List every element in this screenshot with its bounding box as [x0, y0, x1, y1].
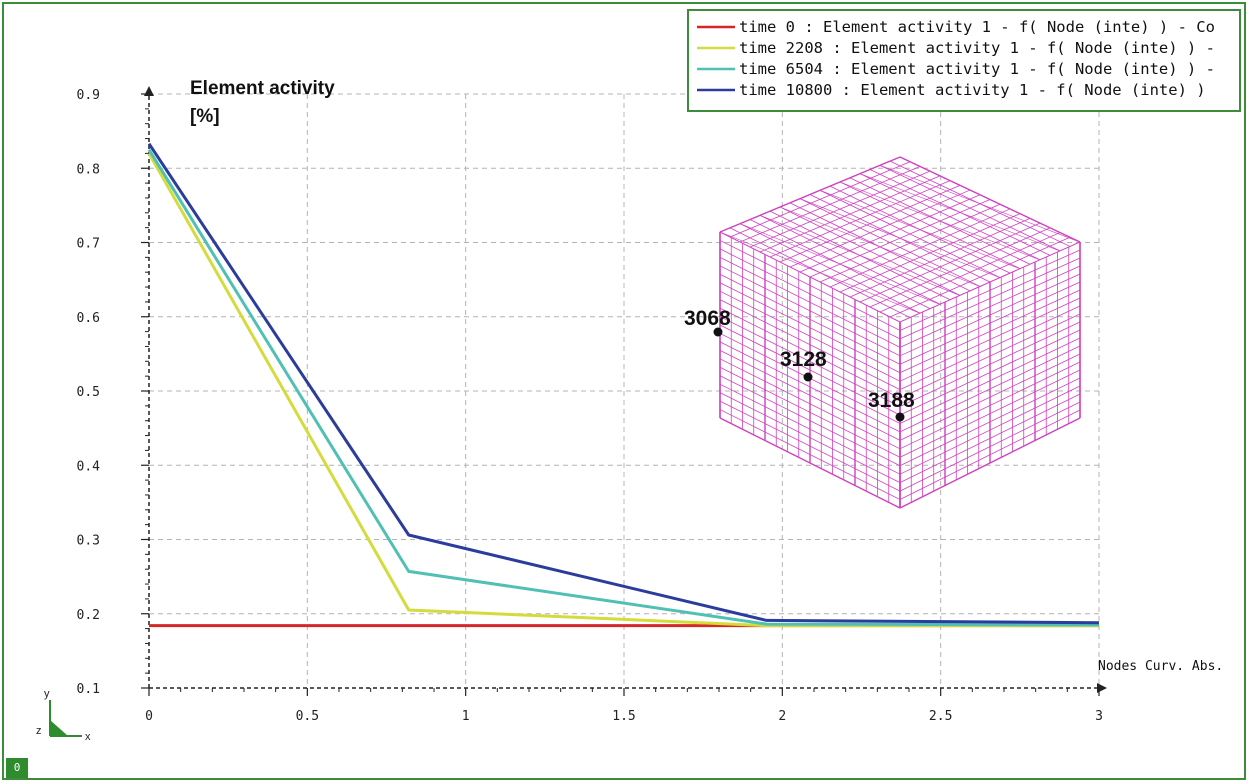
mesh-line	[779, 206, 980, 287]
y-tick-label-7: 0.8	[77, 162, 100, 177]
mesh-line	[879, 232, 1061, 313]
node-label-3128: 3128	[780, 348, 827, 371]
x-tick-label-1: 0.5	[296, 709, 319, 724]
y-axis-label-line-1: Element activity	[190, 78, 335, 99]
node-marker-3068	[713, 327, 723, 337]
y-tick-label-4: 0.5	[77, 385, 100, 400]
mesh-line	[859, 173, 1060, 252]
mesh-line	[869, 227, 1051, 308]
x-tick-label-3: 1.5	[612, 709, 635, 724]
y-tick-label-0: 0.1	[77, 682, 100, 697]
mesh-cube-inset: 3068 3128 3188	[684, 156, 1081, 509]
y-tick-label-1: 0.2	[77, 608, 100, 623]
axis-triad-icon: y z x	[36, 688, 91, 743]
mesh-line	[759, 215, 960, 296]
x-tick-label-0: 0	[145, 709, 153, 724]
tick-labels: 0 0.5 1 1.5 2 2.5 3 0.1 0.2 0.3 0.4 0.5 0.6 0.7 0.8 0.9	[77, 88, 1103, 724]
x-axis-label: Nodes Curv. Abs.	[1098, 659, 1223, 674]
mesh-line	[819, 190, 1020, 270]
mesh-line	[879, 165, 1080, 243]
mesh-line	[799, 198, 1000, 278]
y-tick-label-6: 0.7	[77, 237, 100, 252]
series-line-3	[147, 142, 1100, 625]
x-tick-label-5: 2.5	[929, 709, 952, 724]
mesh-wireframe	[719, 156, 1081, 509]
node-label-3068: 3068	[684, 307, 731, 330]
mesh-line	[899, 417, 1081, 509]
mesh-line	[719, 231, 920, 314]
node-marker-3188	[895, 412, 905, 422]
mesh-line	[719, 417, 901, 509]
grid	[149, 93, 1100, 688]
mesh-line	[839, 181, 1040, 261]
y-tick-label-2: 0.3	[77, 534, 100, 549]
series-lines	[147, 142, 1100, 628]
legend-box	[687, 9, 1241, 112]
legend: time 0 : Element activity 1 - f( Node (i…	[687, 9, 1241, 112]
mesh-line	[889, 236, 1071, 318]
series-line-2	[147, 148, 1100, 627]
legend-label-0: time 0 : Element activity 1 - f( Node (i…	[739, 18, 1215, 36]
triad-y-label: y	[44, 688, 50, 700]
mesh-line	[899, 156, 1081, 243]
x-tick-label-2: 1	[462, 709, 470, 724]
mesh-line	[719, 156, 901, 233]
x-tick-label-6: 3	[1095, 709, 1103, 724]
y-tick-label-8: 0.9	[77, 88, 100, 103]
legend-label-1: time 2208 : Element activity 1 - f( Node…	[739, 39, 1215, 57]
legend-label-3: time 10800 : Element activity 1 - f( Nod…	[739, 81, 1206, 99]
corner-badge: 0	[6, 758, 28, 778]
node-marker-3128	[803, 372, 813, 382]
y-tick-label-3: 0.4	[77, 459, 101, 474]
legend-label-2: time 6504 : Element activity 1 - f( Node…	[739, 60, 1215, 78]
mesh-line	[739, 223, 940, 305]
tick-marks	[141, 93, 1100, 696]
mesh-line	[879, 164, 1061, 252]
y-tick-label-5: 0.6	[77, 311, 100, 326]
triad-z-label: z	[36, 725, 42, 737]
y-axis-label-line-2: [%]	[190, 106, 220, 127]
x-tick-label-4: 2	[778, 709, 786, 724]
node-label-3188: 3188	[868, 389, 915, 412]
triad-x-label: x	[85, 731, 91, 743]
